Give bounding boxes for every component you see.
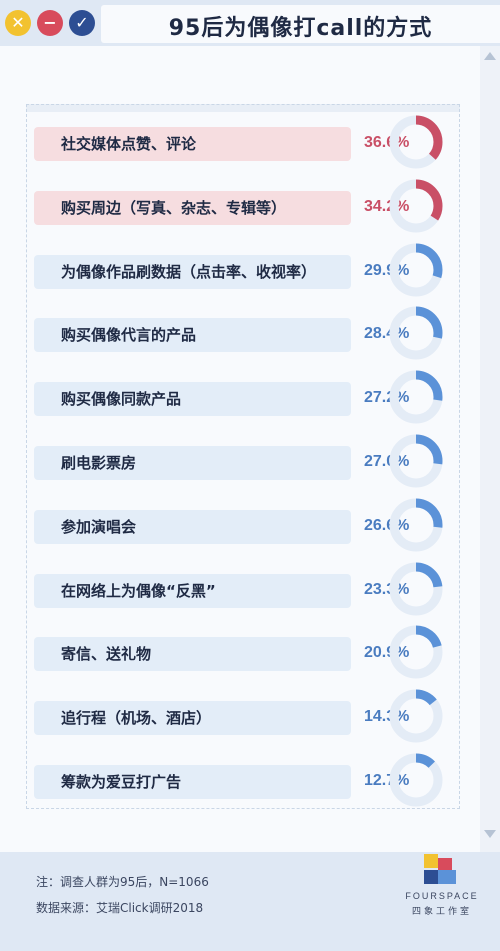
data-source: 数据来源：艾瑞Click调研2018 — [36, 901, 204, 915]
brand-name: FOURSPACE — [405, 891, 479, 901]
category-label: 追行程（机场、酒店） — [61, 709, 212, 727]
category-bar — [34, 318, 351, 352]
category-label: 寄信、送礼物 — [61, 645, 152, 663]
donut-chart — [389, 689, 443, 743]
brand-name-cn: 四象工作室 — [411, 907, 472, 917]
chart-row: 购买偶像同款产品 27.2% — [34, 370, 454, 424]
category-label: 社交媒体点赞、评论 — [61, 135, 197, 153]
donut-chart — [389, 562, 443, 616]
chart-row: 参加演唱会 26.6% — [34, 498, 454, 552]
footnote: 注：调查人群为95后，N=1066 — [36, 875, 209, 889]
category-label: 筹款为爱豆打广告 — [61, 773, 182, 791]
donut-value-arc — [389, 179, 443, 233]
category-label: 刷电影票房 — [61, 454, 137, 472]
chart-row: 社交媒体点赞、评论 36.6% — [34, 115, 454, 169]
category-label: 购买周边（写真、杂志、专辑等） — [61, 199, 287, 217]
donut-chart — [389, 115, 443, 169]
fourspace-logo — [424, 854, 456, 884]
chart-row: 购买周边（写真、杂志、专辑等） 34.2% — [34, 179, 454, 233]
donut-value-arc — [389, 562, 443, 616]
category-label: 在网络上为偶像“反黑” — [61, 582, 216, 600]
chart-row: 寄信、送礼物 20.9% — [34, 625, 454, 679]
category-label: 购买偶像代言的产品 — [61, 326, 197, 344]
logo-square-yellow — [424, 854, 438, 868]
donut-value-arc — [389, 370, 443, 424]
chart-row: 为偶像作品刷数据（点击率、收视率） 29.9% — [34, 243, 454, 297]
scroll-down-icon[interactable] — [484, 830, 496, 838]
category-bar — [34, 446, 351, 480]
donut-chart — [389, 306, 443, 360]
donut-chart — [389, 434, 443, 488]
chart-title: 95后为偶像打call的方式 — [168, 16, 433, 41]
donut-value-arc — [389, 625, 443, 679]
title-box: 95后为偶像打call的方式 — [101, 5, 500, 43]
category-bar — [34, 127, 351, 161]
donut-value-arc — [389, 753, 443, 807]
donut-chart — [389, 179, 443, 233]
category-bar — [34, 765, 351, 799]
donut-value-arc — [389, 115, 443, 169]
category-bar — [34, 191, 351, 225]
category-bar — [34, 637, 351, 671]
category-bar — [34, 574, 351, 608]
logo-square-red — [438, 858, 452, 870]
donut-chart — [389, 753, 443, 807]
category-label: 购买偶像同款产品 — [61, 390, 182, 408]
donut-chart — [389, 370, 443, 424]
donut-value-arc — [389, 306, 443, 360]
category-bar — [34, 382, 351, 416]
donut-value-arc — [389, 498, 443, 552]
category-bar — [34, 701, 351, 735]
category-bar — [34, 255, 351, 289]
chart-row: 在网络上为偶像“反黑” 23.3% — [34, 562, 454, 616]
donut-value-arc — [389, 689, 443, 743]
title-bar: ✕ − ✓ 95后为偶像打call的方式 — [0, 0, 500, 46]
check-icon[interactable]: ✓ — [69, 10, 95, 36]
category-label: 为偶像作品刷数据（点击率、收视率） — [61, 263, 317, 281]
donut-value-arc — [389, 243, 443, 297]
chart-row: 刷电影票房 27.0% — [34, 434, 454, 488]
donut-chart — [389, 625, 443, 679]
chart-frame — [26, 104, 460, 809]
scrollbar[interactable] — [480, 46, 500, 852]
chart-row: 追行程（机场、酒店） 14.3% — [34, 689, 454, 743]
donut-chart — [389, 498, 443, 552]
category-bar — [34, 510, 351, 544]
donut-chart — [389, 243, 443, 297]
minus-icon[interactable]: − — [37, 10, 63, 36]
donut-value-arc — [389, 434, 443, 488]
logo-square-navy — [424, 870, 438, 884]
chart-row: 筹款为爱豆打广告 12.7% — [34, 753, 454, 807]
chart-row: 购买偶像代言的产品 28.4% — [34, 306, 454, 360]
close-icon[interactable]: ✕ — [5, 10, 31, 36]
footer: 注：调查人群为95后，N=1066 数据来源：艾瑞Click调研2018 — [0, 852, 500, 951]
panel-header-strip — [26, 104, 460, 112]
category-label: 参加演唱会 — [61, 518, 137, 536]
logo-square-blue — [438, 870, 456, 884]
scroll-up-icon[interactable] — [484, 52, 496, 60]
